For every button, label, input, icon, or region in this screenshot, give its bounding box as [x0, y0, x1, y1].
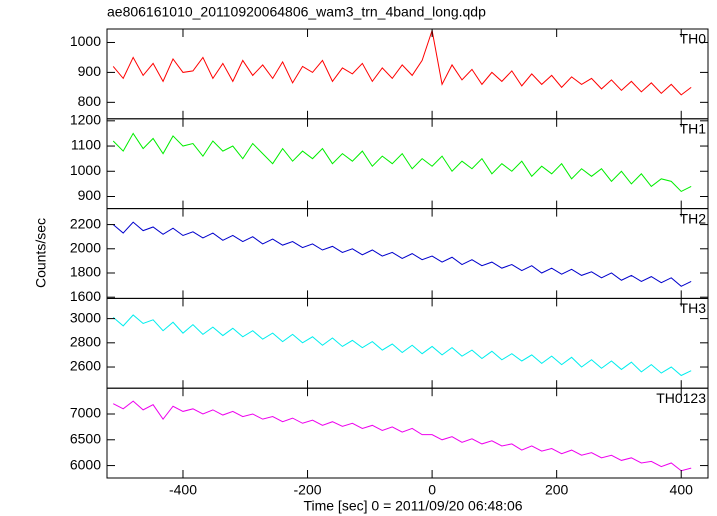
y-tick-label: 7000 — [70, 405, 101, 421]
y-tick-label: 2000 — [70, 239, 101, 255]
data-line — [112, 221, 692, 287]
y-tick-label: 1600 — [70, 288, 101, 304]
y-tick-label: 6000 — [70, 456, 101, 472]
panel-frame — [106, 297, 709, 389]
x-tick-label: -400 — [169, 482, 197, 498]
y-tick-label: 1200 — [70, 112, 101, 128]
chart-title: ae806161010_20110920064806_wam3_trn_4ban… — [107, 4, 486, 20]
data-line — [112, 314, 692, 377]
panel-frame — [106, 28, 709, 120]
x-tick-label: 200 — [545, 482, 569, 498]
y-tick-label: 800 — [78, 93, 102, 109]
x-tick-label: 0 — [428, 482, 436, 498]
y-tick-label: 1800 — [70, 264, 101, 280]
panel-frame — [106, 118, 709, 210]
x-tick-label: -200 — [294, 482, 322, 498]
y-tick-label: 2600 — [70, 358, 101, 374]
panel-label: TH2 — [680, 210, 707, 226]
data-line — [112, 132, 692, 193]
y-tick-label: 1000 — [70, 33, 101, 49]
panel-label: TH3 — [680, 300, 707, 316]
y-axis-label: Counts/sec — [33, 218, 49, 288]
y-tick-label: 2800 — [70, 334, 101, 350]
y-tick-label: 900 — [78, 63, 102, 79]
y-tick-label: 1000 — [70, 162, 101, 178]
y-tick-label: 3000 — [70, 309, 101, 325]
data-line — [112, 30, 692, 96]
x-axis-label: Time [sec] 0 = 2011/09/20 06:48:06 — [303, 498, 522, 514]
x-tick-label: 400 — [670, 482, 694, 498]
panel-label: TH1 — [680, 121, 707, 137]
data-line — [112, 400, 692, 472]
panel-label: TH0 — [680, 31, 707, 47]
y-tick-label: 2200 — [70, 215, 101, 231]
y-tick-label: 6500 — [70, 430, 101, 446]
panel-frame — [106, 387, 709, 479]
panel-label: TH0123 — [656, 390, 706, 406]
panel-frame — [106, 208, 709, 299]
y-tick-label: 900 — [78, 187, 102, 203]
y-tick-label: 1100 — [71, 137, 101, 153]
